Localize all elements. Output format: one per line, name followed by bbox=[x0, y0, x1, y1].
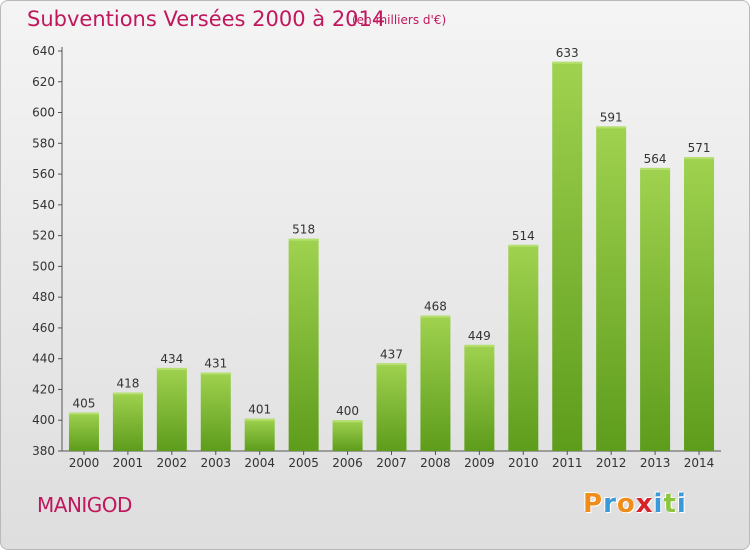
x-tick-label: 2002 bbox=[157, 456, 188, 470]
y-tick-label: 420 bbox=[32, 382, 55, 396]
bar-2001 bbox=[112, 392, 143, 451]
logo-letter: i bbox=[676, 489, 687, 519]
y-tick-label: 480 bbox=[32, 290, 55, 304]
bar-2005 bbox=[288, 238, 319, 451]
bar-highlight bbox=[640, 167, 671, 170]
bar-highlight bbox=[420, 315, 451, 318]
bar-2003 bbox=[200, 372, 231, 451]
data-label: 518 bbox=[292, 223, 315, 237]
bars bbox=[68, 61, 715, 452]
x-tick-label: 2000 bbox=[69, 456, 100, 470]
x-tick-label: 2004 bbox=[244, 456, 275, 470]
data-label: 437 bbox=[380, 347, 403, 361]
x-tick-label: 2012 bbox=[596, 456, 627, 470]
y-tick-label: 640 bbox=[32, 44, 55, 58]
x-tick-label: 2007 bbox=[376, 456, 407, 470]
axes: 380 400 420 440 460 480 500 520 540 560 580 600 620 6… bbox=[32, 44, 721, 470]
x-tick-label: 2005 bbox=[288, 456, 319, 470]
y-tick-label: 380 bbox=[32, 444, 55, 458]
x-tick-label: 2014 bbox=[684, 456, 715, 470]
y-tick-label: 580 bbox=[32, 136, 55, 150]
data-label: 514 bbox=[512, 229, 535, 243]
bar-highlight bbox=[596, 126, 627, 129]
data-label: 591 bbox=[600, 110, 623, 124]
data-label: 401 bbox=[248, 403, 271, 417]
data-label: 431 bbox=[204, 357, 227, 371]
bar-2012 bbox=[596, 126, 627, 451]
bar-highlight bbox=[464, 344, 495, 347]
bar-2009 bbox=[464, 344, 495, 451]
bar-2010 bbox=[508, 244, 539, 451]
bar-2002 bbox=[156, 367, 187, 451]
x-tick-label: 2008 bbox=[420, 456, 451, 470]
y-tick-label: 440 bbox=[32, 352, 55, 366]
bar-highlight bbox=[288, 238, 319, 241]
bar-highlight bbox=[200, 372, 231, 375]
x-tick-label: 2011 bbox=[552, 456, 583, 470]
y-tick-label: 400 bbox=[32, 413, 55, 427]
bar-highlight bbox=[376, 363, 407, 366]
data-label: 449 bbox=[468, 329, 491, 343]
bar-2007 bbox=[376, 363, 407, 451]
bar-highlight bbox=[684, 157, 715, 160]
data-label: 405 bbox=[73, 397, 96, 411]
logo-letter: i bbox=[653, 489, 664, 519]
bar-highlight bbox=[552, 61, 583, 64]
bar-2006 bbox=[332, 420, 363, 451]
logo-letter: r bbox=[603, 489, 617, 519]
bar-highlight bbox=[156, 367, 187, 370]
data-label: 633 bbox=[556, 46, 579, 60]
bar-2013 bbox=[640, 167, 671, 451]
bar-2008 bbox=[420, 315, 451, 451]
data-label: 434 bbox=[160, 352, 183, 366]
y-tick-label: 460 bbox=[32, 321, 55, 335]
logo-letter: o bbox=[616, 489, 636, 519]
x-tick-label: 2001 bbox=[113, 456, 144, 470]
bar-highlight bbox=[332, 420, 363, 423]
bar-2014 bbox=[684, 157, 715, 451]
bar-2004 bbox=[244, 418, 275, 451]
bar-2000 bbox=[68, 412, 99, 451]
x-tick-label: 2006 bbox=[332, 456, 363, 470]
data-label: 564 bbox=[644, 152, 667, 166]
data-label: 468 bbox=[424, 300, 447, 314]
bar-2011 bbox=[552, 61, 583, 452]
bar-highlight bbox=[508, 244, 539, 247]
x-tick-label: 2003 bbox=[200, 456, 231, 470]
chart-title: Subventions Versées 2000 à 2014 bbox=[27, 7, 386, 31]
logo-letter: P bbox=[583, 489, 604, 519]
chart-unit: (en milliers d'€) bbox=[352, 13, 447, 27]
y-tick-label: 600 bbox=[32, 106, 55, 120]
data-label: 400 bbox=[336, 404, 359, 418]
y-tick-label: 500 bbox=[32, 259, 55, 273]
proxiti-logo: Proxiti bbox=[583, 489, 687, 519]
x-tick-label: 2010 bbox=[508, 456, 539, 470]
data-labels: 405 418 434 431 401 518 400 437 468 449 514 633 591 5… bbox=[73, 46, 711, 418]
logo-letter: x bbox=[635, 489, 654, 519]
x-tick-label: 2009 bbox=[464, 456, 495, 470]
data-label: 571 bbox=[688, 141, 711, 155]
data-label: 418 bbox=[116, 377, 139, 391]
x-tick-label: 2013 bbox=[640, 456, 671, 470]
y-tick-label: 540 bbox=[32, 198, 55, 212]
bar-highlight bbox=[112, 392, 143, 395]
commune-name: MANIGOD bbox=[37, 493, 132, 517]
y-tick-label: 620 bbox=[32, 75, 55, 89]
y-tick-label: 560 bbox=[32, 167, 55, 181]
bar-highlight bbox=[68, 412, 99, 415]
bar-highlight bbox=[244, 418, 275, 421]
y-tick-label: 520 bbox=[32, 229, 55, 243]
logo-letter: t bbox=[663, 489, 677, 519]
